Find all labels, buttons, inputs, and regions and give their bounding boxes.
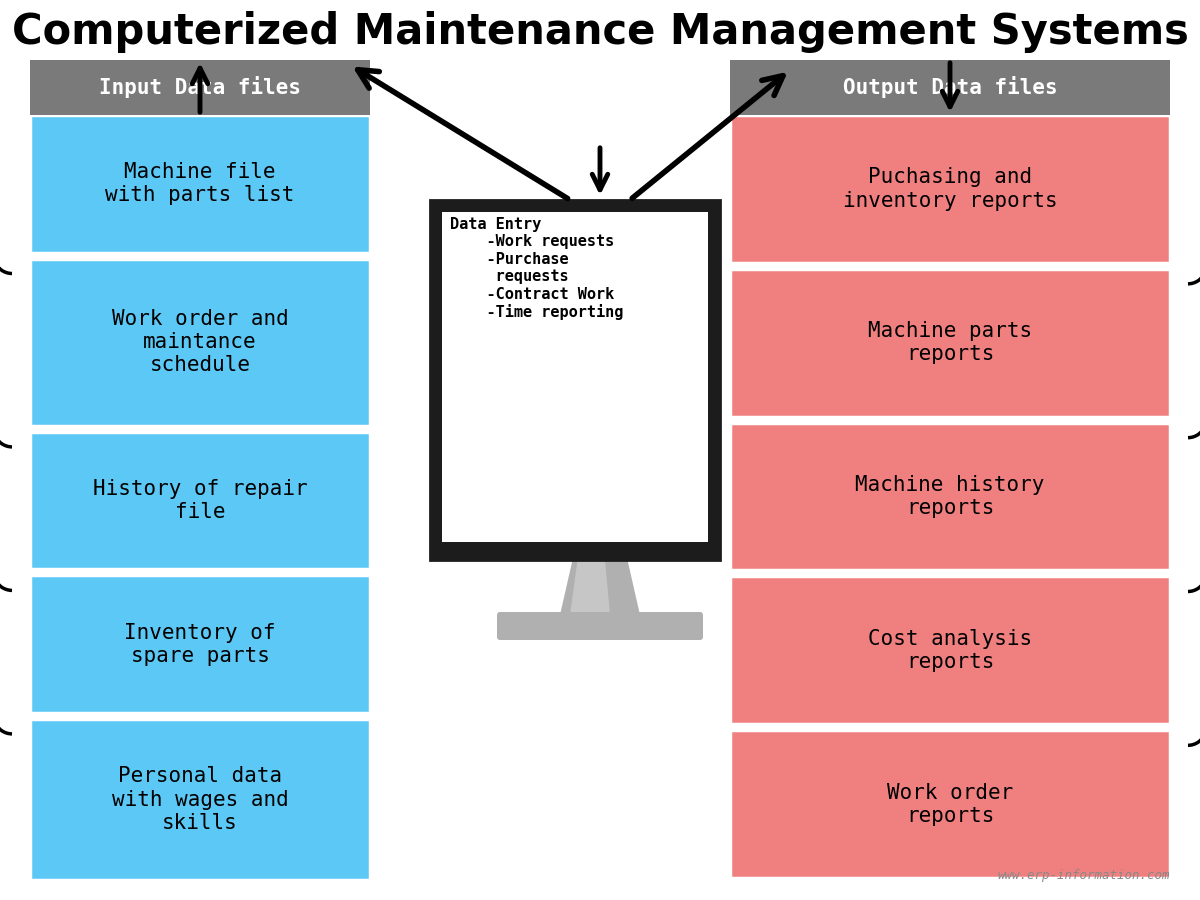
Text: www.erp-information.com: www.erp-information.com	[997, 869, 1170, 882]
Text: Cost analysis
reports: Cost analysis reports	[868, 629, 1032, 672]
Text: Puchasing and
inventory reports: Puchasing and inventory reports	[842, 167, 1057, 211]
Text: Computerized Maintenance Management Systems: Computerized Maintenance Management Syst…	[12, 11, 1188, 53]
Text: Machine history
reports: Machine history reports	[856, 475, 1045, 518]
Text: Machine parts
reports: Machine parts reports	[868, 321, 1032, 365]
Text: Machine file
with parts list: Machine file with parts list	[106, 162, 295, 205]
FancyBboxPatch shape	[30, 575, 370, 713]
Text: Output Data files: Output Data files	[842, 76, 1057, 98]
Text: Work order and
maintance
schedule: Work order and maintance schedule	[112, 309, 288, 375]
FancyBboxPatch shape	[442, 212, 708, 542]
Text: Personal data
with wages and
skills: Personal data with wages and skills	[112, 767, 288, 832]
FancyBboxPatch shape	[497, 612, 703, 640]
Polygon shape	[570, 560, 610, 615]
FancyBboxPatch shape	[30, 432, 370, 570]
FancyBboxPatch shape	[30, 258, 370, 426]
FancyBboxPatch shape	[730, 269, 1170, 417]
FancyBboxPatch shape	[730, 60, 1170, 115]
Text: Data Entry
    -Work requests
    -Purchase
     requests
    -Contract Work
   : Data Entry -Work requests -Purchase requ…	[450, 217, 623, 320]
Polygon shape	[560, 560, 640, 615]
FancyBboxPatch shape	[30, 60, 370, 115]
Text: Work order
reports: Work order reports	[887, 783, 1013, 826]
FancyBboxPatch shape	[30, 719, 370, 880]
Text: Input Data files: Input Data files	[98, 76, 301, 98]
FancyBboxPatch shape	[30, 115, 370, 253]
Text: Inventory of
spare parts: Inventory of spare parts	[125, 623, 276, 666]
Text: History of repair
file: History of repair file	[92, 479, 307, 522]
FancyBboxPatch shape	[730, 577, 1170, 724]
FancyBboxPatch shape	[730, 423, 1170, 571]
FancyBboxPatch shape	[430, 200, 720, 560]
FancyBboxPatch shape	[730, 730, 1170, 878]
FancyBboxPatch shape	[730, 115, 1170, 263]
